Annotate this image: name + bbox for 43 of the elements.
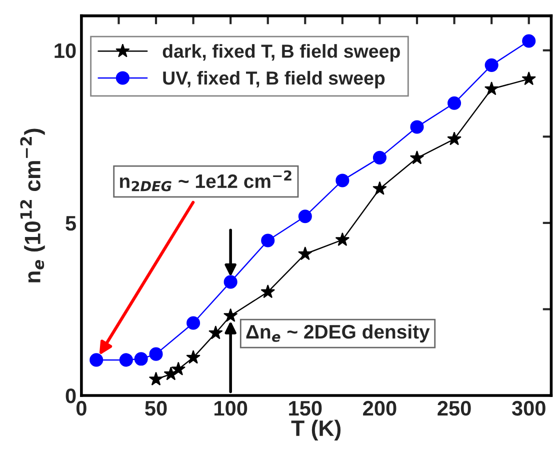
point [261, 234, 275, 248]
x-tick-label: 50 [145, 400, 167, 416]
annotation: n$_{2DEG}$ ~ 1e12 cm$^{−2}$ [120, 170, 292, 192]
point [208, 326, 223, 340]
x-tick-label: 150 [289, 400, 322, 416]
y-axis-title: n$_{e}$ (10$^{12}$ cm$^{−2}$) [20, 128, 45, 282]
x-tick-label: 300 [512, 400, 546, 416]
point [148, 372, 164, 386]
x-axis-title: T (K) [291, 420, 341, 440]
point [484, 58, 498, 72]
y-tick-label: 0 [66, 388, 76, 404]
point [522, 34, 536, 48]
x-tick-label: 250 [438, 400, 471, 416]
point [522, 72, 536, 86]
point [134, 352, 148, 366]
point [372, 150, 386, 164]
y-tick-label: 5 [66, 216, 76, 231]
point [410, 150, 424, 164]
point [298, 210, 312, 224]
y-tick-label: 10 [54, 43, 76, 58]
point [260, 284, 275, 298]
point [448, 96, 462, 110]
x-tick-label: 100 [214, 400, 248, 416]
x-tick-label: 200 [363, 400, 396, 416]
point [171, 362, 186, 376]
point [223, 308, 238, 322]
point [336, 174, 350, 188]
point [372, 181, 387, 195]
point [149, 347, 163, 361]
point [186, 350, 200, 364]
point [90, 353, 104, 367]
point [410, 120, 424, 134]
annotation: Δn$_{e}$ ~ 2DEG density [246, 324, 430, 343]
legend-label: UV, fixed T, B field sweep [163, 70, 385, 88]
point [224, 275, 238, 289]
point [447, 132, 462, 146]
legend-label: dark, fixed T, B field sweep [162, 44, 400, 62]
point [335, 232, 350, 246]
point [186, 316, 200, 330]
point [484, 82, 499, 96]
point [298, 246, 312, 260]
point [119, 353, 133, 367]
x-tick-label: 0 [76, 400, 86, 416]
